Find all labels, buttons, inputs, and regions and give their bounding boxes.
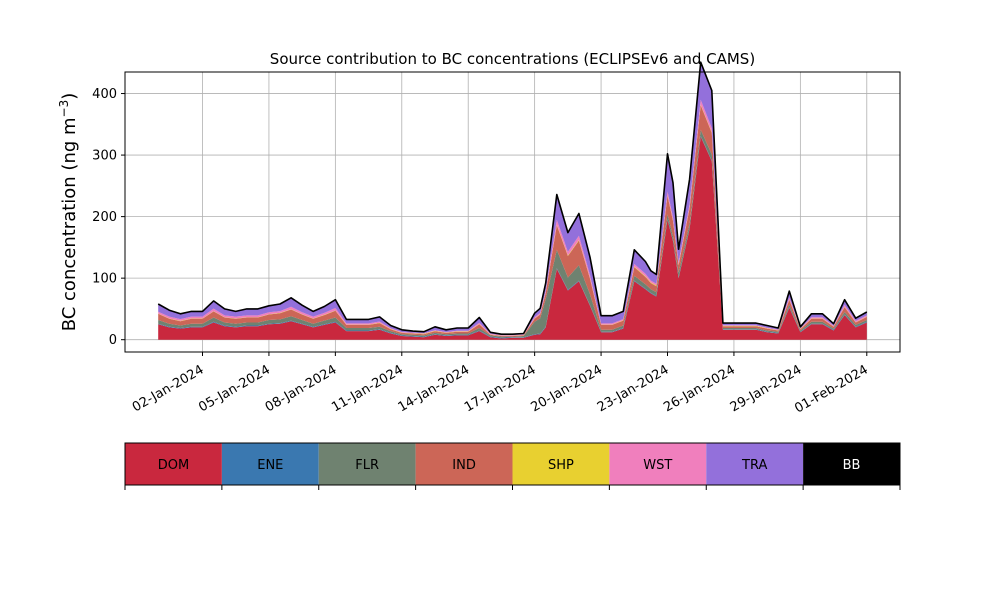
y-axis-ticks: 0 100 200 300 400	[92, 87, 125, 348]
total-line	[157, 61, 868, 335]
y-tick-label: 400	[92, 87, 117, 102]
legend-label-tra: TRA	[741, 458, 767, 473]
y-tick-label: 200	[92, 210, 117, 225]
legend-swatch-bb	[803, 443, 900, 485]
plot-frame	[124, 71, 901, 353]
legend-label-ind: IND	[452, 458, 476, 473]
y-tick-label: 300	[92, 149, 117, 164]
legend-label-wst: WST	[643, 458, 672, 473]
legend-label-ene: ENE	[257, 458, 283, 473]
legend-swatch-shp	[512, 443, 610, 485]
legend-swatch-flr	[318, 443, 416, 485]
legend-swatch-ene	[221, 443, 319, 485]
legend-swatch-ind	[415, 443, 513, 485]
area-dom	[158, 136, 867, 340]
total-line-group	[157, 61, 868, 335]
legend-label-dom: DOM	[158, 458, 189, 473]
legend-swatch-tra	[706, 443, 804, 485]
y-axis-label-close: )	[59, 93, 80, 100]
legend-label-flr: FLR	[355, 458, 379, 473]
legend-colorbar: DOM ENE FLR IND SHP WST TRA BB	[124, 442, 901, 490]
legend-swatch-dom	[125, 443, 222, 485]
y-tick-label: 0	[109, 333, 117, 348]
stacked-areas	[158, 62, 867, 340]
legend-label-bb: BB	[843, 458, 861, 473]
y-tick-label: 100	[92, 272, 117, 287]
y-axis-label: BC concentration (ng m−3)	[57, 93, 80, 332]
legend-swatch-wst	[609, 443, 707, 485]
chart-title: Source contribution to BC concentrations…	[270, 50, 755, 68]
legend-label-shp: SHP	[548, 458, 574, 473]
y-axis-label-sup: −3	[57, 100, 71, 118]
y-axis-label-main: BC concentration (ng m	[59, 117, 80, 331]
